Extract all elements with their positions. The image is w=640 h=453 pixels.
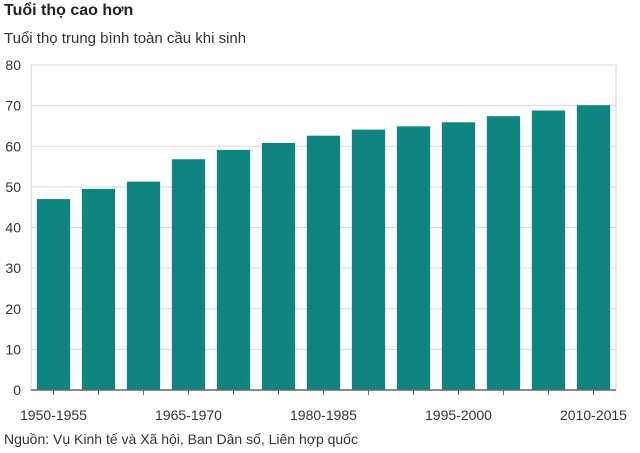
x-tick-label: 1950-1955: [20, 407, 87, 423]
bar: [126, 181, 161, 390]
x-tick-label: 1995-2000: [425, 407, 492, 423]
bar: [486, 116, 521, 390]
x-tick-label: 2010-2015: [560, 407, 627, 423]
bar: [81, 188, 116, 390]
y-tick-label: 40: [5, 220, 21, 236]
x-tick-label: 1965-1970: [155, 407, 222, 423]
bar: [216, 149, 251, 390]
y-tick-label: 20: [5, 301, 21, 317]
y-tick-label: 0: [13, 382, 21, 398]
chart-title: Tuổi thọ cao hơn: [4, 2, 134, 19]
y-tick-label: 30: [5, 260, 21, 276]
bar: [576, 105, 611, 390]
bar: [261, 143, 296, 390]
y-tick-label: 50: [5, 179, 21, 195]
bar: [441, 122, 476, 390]
y-tick-label: 60: [5, 138, 21, 154]
source-note: Nguồn: Vụ Kinh tế và Xã hội, Ban Dân số,…: [4, 431, 358, 447]
y-tick-label: 80: [5, 57, 21, 73]
y-tick-label: 70: [5, 98, 21, 114]
bar: [351, 129, 386, 390]
bar: [36, 199, 71, 390]
axes: 0 10 20 30 40 50 60 70 80 1950-1955 1965-1970 1980-…: [5, 57, 627, 423]
chart-subtitle: Tuổi thọ trung bình toàn cầu khi sinh: [4, 30, 247, 47]
bar: [171, 159, 206, 390]
bars: [36, 105, 611, 390]
bar: [396, 126, 431, 390]
bar: [531, 110, 566, 390]
x-tick-label: 1980-1985: [290, 407, 357, 423]
bar: [306, 135, 341, 390]
y-tick-label: 10: [5, 341, 21, 357]
